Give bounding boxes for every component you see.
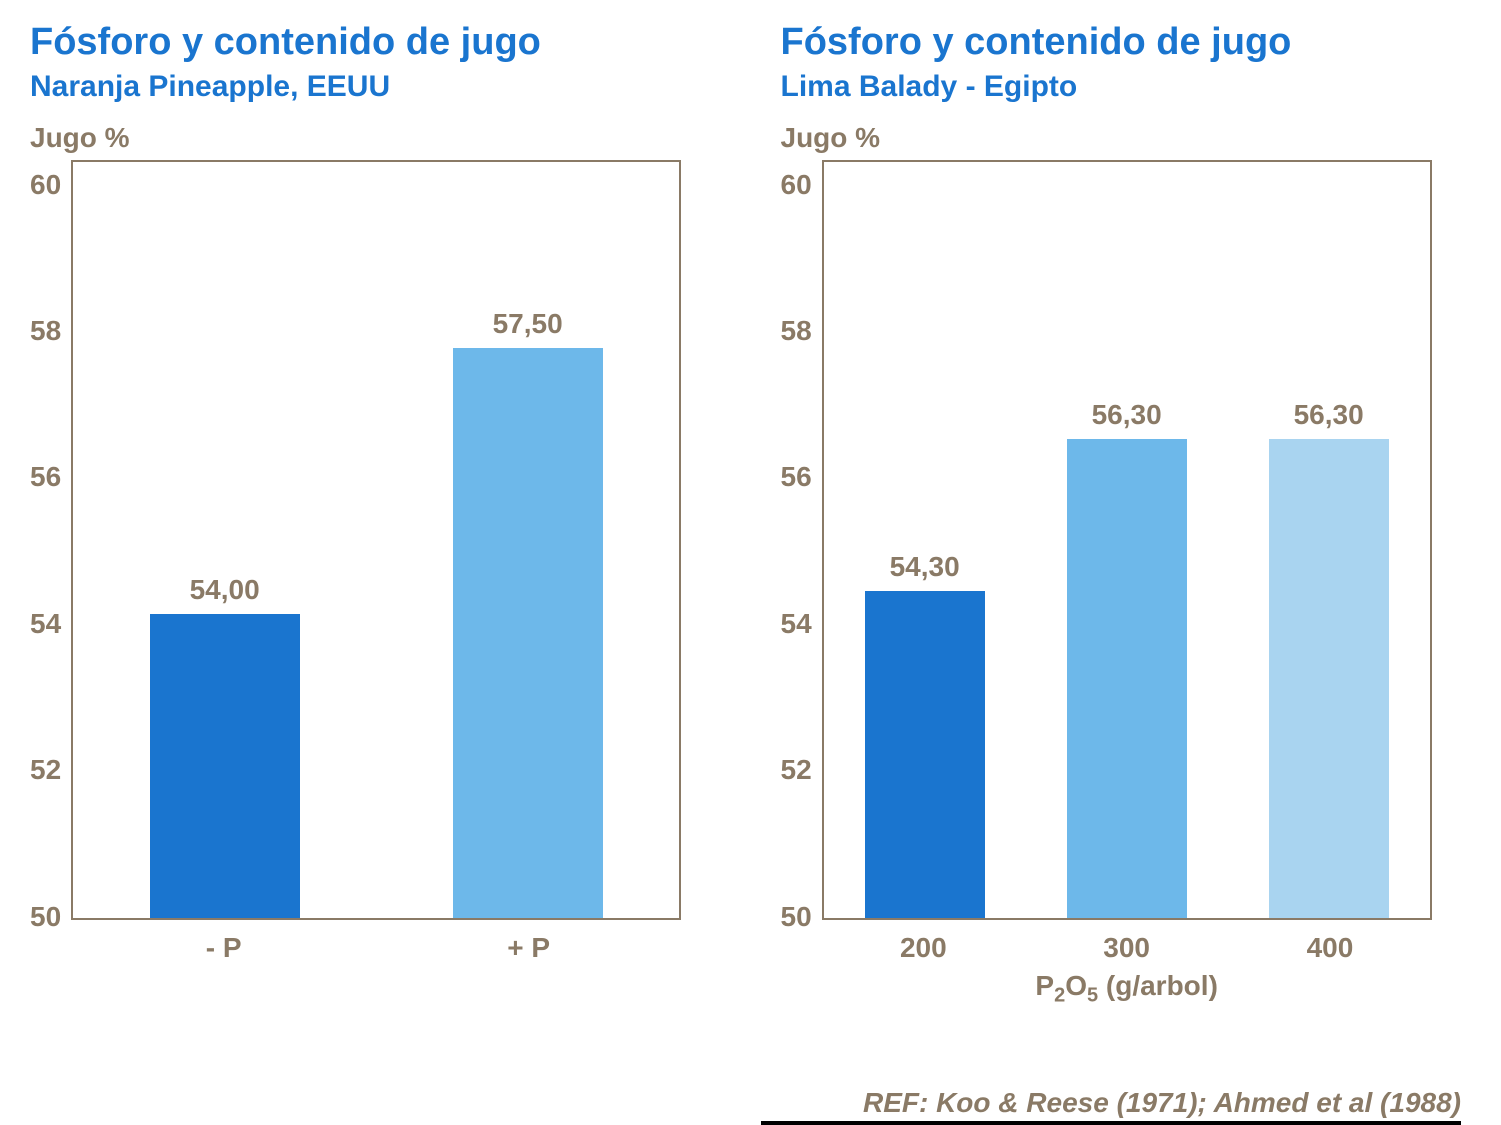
y-tick: 60	[30, 171, 61, 199]
x-tick-label: 200	[863, 932, 983, 964]
reference-underline	[761, 1121, 1461, 1125]
right-panel: Fósforo y contenido de jugo Lima Balady …	[751, 0, 1501, 1125]
bar-group: 56,30	[1067, 399, 1187, 918]
y-tick: 50	[30, 903, 61, 931]
bar	[1269, 439, 1389, 918]
bar-group: 54,00	[150, 574, 300, 918]
y-tick: 52	[30, 756, 61, 784]
bar-value-label: 56,30	[1092, 399, 1162, 431]
y-tick: 56	[30, 464, 61, 492]
right-plot: 54,30 56,30 56,30	[822, 160, 1432, 920]
y-tick: 50	[781, 903, 812, 931]
bar-group: 56,30	[1269, 399, 1389, 918]
y-tick: 56	[781, 464, 812, 492]
x-tick-label: - P	[149, 932, 299, 964]
right-title: Fósforo y contenido de jugo	[781, 20, 1472, 66]
left-plot: 54,00 57,50	[71, 160, 681, 920]
left-y-title: Jugo %	[30, 122, 721, 154]
bar	[1067, 439, 1187, 918]
x-tick-label: 400	[1270, 932, 1390, 964]
right-y-title: Jugo %	[781, 122, 1472, 154]
left-x-labels: - P + P	[71, 932, 681, 964]
bar-value-label: 56,30	[1294, 399, 1364, 431]
left-title: Fósforo y contenido de jugo	[30, 20, 721, 66]
y-tick: 54	[30, 610, 61, 638]
bar	[150, 614, 300, 918]
x-tick-label: 300	[1067, 932, 1187, 964]
y-tick: 52	[781, 756, 812, 784]
y-tick: 58	[30, 317, 61, 345]
bar-value-label: 54,00	[190, 574, 260, 606]
right-y-ticks: 605856545250	[781, 160, 822, 920]
right-chart: 60 58 56 54 52 50 54,30 56,30 56,30 200 300 400 P…	[781, 160, 1472, 1008]
right-subtitle: Lima Balady - Egipto	[781, 70, 1472, 104]
right-x-axis-title: P2O5 (g/arbol)	[822, 970, 1432, 1008]
left-panel: Fósforo y contenido de jugo Naranja Pine…	[0, 0, 751, 1125]
bar-group: 57,50	[453, 308, 603, 918]
y-tick: 54	[781, 610, 812, 638]
left-y-ticks: 605856545250	[30, 160, 71, 920]
left-subtitle: Naranja Pineapple, EEUU	[30, 70, 721, 104]
bar-group: 54,30	[865, 551, 985, 918]
bar	[453, 348, 603, 918]
right-x-labels: 200 300 400	[822, 932, 1432, 964]
y-tick: 60	[781, 171, 812, 199]
y-tick: 58	[781, 317, 812, 345]
bar-value-label: 57,50	[493, 308, 563, 340]
left-chart: 60 58 56 54 52 50 54,00 57,50 - P + P	[30, 160, 721, 964]
bar	[865, 591, 985, 918]
bar-value-label: 54,30	[890, 551, 960, 583]
x-tick-label: + P	[454, 932, 604, 964]
reference-text: REF: Koo & Reese (1971); Ahmed et al (19…	[863, 1087, 1461, 1119]
